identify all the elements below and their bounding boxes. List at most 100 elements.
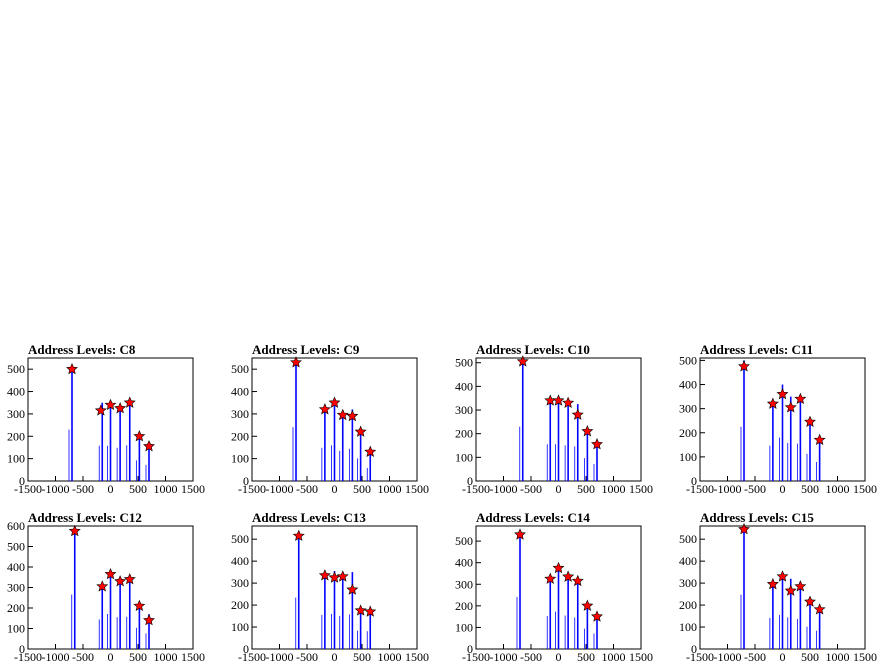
x-tick-label: 500 xyxy=(801,650,819,664)
x-tick-label: 1000 xyxy=(826,482,850,496)
peak-marker xyxy=(552,561,565,574)
peak-marker xyxy=(794,392,807,405)
x-tick-label: 500 xyxy=(353,482,371,496)
x-tick-label: -1500 xyxy=(238,650,266,664)
peak-marker xyxy=(336,570,349,582)
peak-marker xyxy=(143,440,155,452)
peak-marker xyxy=(104,398,117,411)
x-tick-label: 1000 xyxy=(378,650,402,664)
peak-marker xyxy=(94,404,107,416)
x-tick-label: 0 xyxy=(556,650,562,664)
peak-marker xyxy=(364,605,377,617)
x-tick-label: 1500 xyxy=(405,650,429,664)
y-tick-label: 400 xyxy=(7,385,25,399)
y-tick-label: 200 xyxy=(455,427,473,441)
x-tick-label: -1500 xyxy=(238,482,266,496)
peak-marker xyxy=(143,614,155,626)
peak-marker xyxy=(813,433,826,446)
x-tick-label: 0 xyxy=(332,482,338,496)
x-tick-label: -1500 xyxy=(14,650,42,664)
y-tick-label: 400 xyxy=(679,378,697,392)
peak-marker xyxy=(346,583,359,595)
panel-4: Address Levels: C11 0 100 200 300 400 500 -1500… xyxy=(679,342,877,496)
x-tick-label: -1500 xyxy=(686,482,714,496)
y-tick-label: 0 xyxy=(691,474,697,488)
y-tick-label: 300 xyxy=(7,581,25,595)
y-tick-label: 300 xyxy=(455,403,473,417)
x-tick-label: 1500 xyxy=(181,482,205,496)
peak-marker xyxy=(123,573,136,585)
y-tick-label: 400 xyxy=(231,385,249,399)
y-tick-label: 500 xyxy=(231,532,249,546)
x-tick-label: -500 xyxy=(520,650,542,664)
x-tick-label: -500 xyxy=(72,482,94,496)
peak-marker xyxy=(318,403,331,415)
x-tick-label: -1500 xyxy=(686,650,714,664)
peak-marker xyxy=(571,408,584,420)
x-tick-label: 0 xyxy=(332,650,338,664)
panel-6: Address Levels: C13 0 100 200 300 400 500 -1500… xyxy=(231,510,429,664)
peak-marker xyxy=(591,438,603,450)
panel-5: Address Levels: C12 0 100 200 300 400 500 600 -1… xyxy=(7,510,205,664)
x-tick-label: -1500 xyxy=(462,650,490,664)
peak-marker xyxy=(104,567,117,580)
y-tick-label: 500 xyxy=(7,362,25,376)
x-tick-label: -1000 xyxy=(490,482,518,496)
peak-marker xyxy=(776,570,789,582)
x-tick-label: 1500 xyxy=(629,650,653,664)
chart-title: Address Levels: C15 xyxy=(700,510,814,525)
y-tick-label: 500 xyxy=(679,353,697,367)
y-tick-label: 200 xyxy=(231,429,249,443)
y-tick-label: 300 xyxy=(231,407,249,421)
x-tick-label: 500 xyxy=(129,482,147,496)
chart-title: Address Levels: C8 xyxy=(28,342,136,357)
peak-marker xyxy=(738,360,750,372)
y-tick-label: 0 xyxy=(467,474,473,488)
y-tick-label: 100 xyxy=(7,622,25,636)
panel-2: Address Levels: C90100200300400500-1500-… xyxy=(231,342,429,496)
peak-marker xyxy=(114,575,127,587)
y-tick-label: 300 xyxy=(231,576,249,590)
y-tick-label: 300 xyxy=(679,402,697,416)
y-tick-label: 200 xyxy=(7,429,25,443)
panel-1: Address Levels: C80100200300400500-1500-… xyxy=(7,342,205,496)
y-tick-label: 0 xyxy=(19,474,25,488)
x-tick-label: -1000 xyxy=(714,650,742,664)
peak-marker xyxy=(766,577,779,590)
y-tick-label: 400 xyxy=(455,379,473,393)
x-tick-label: 0 xyxy=(108,650,114,664)
x-tick-label: -500 xyxy=(296,482,318,496)
x-tick-label: -1000 xyxy=(714,482,742,496)
y-tick-label: 200 xyxy=(679,426,697,440)
chart-title: Address Levels: C13 xyxy=(252,510,366,525)
y-tick-label: 100 xyxy=(455,450,473,464)
y-tick-label: 0 xyxy=(243,474,249,488)
peak-marker xyxy=(738,523,750,535)
chart-title: Address Levels: C9 xyxy=(252,342,360,357)
x-tick-label: 1500 xyxy=(181,650,205,664)
x-tick-label: 1500 xyxy=(405,482,429,496)
x-tick-label: -500 xyxy=(520,482,542,496)
peak-marker xyxy=(514,528,526,540)
peak-marker xyxy=(784,401,797,413)
x-tick-label: -1000 xyxy=(266,650,294,664)
y-tick-label: 600 xyxy=(7,519,25,533)
x-tick-label: 500 xyxy=(577,482,595,496)
y-tick-label: 500 xyxy=(231,362,249,376)
peak-marker xyxy=(562,396,575,409)
x-tick-label: 500 xyxy=(353,650,371,664)
x-tick-label: -500 xyxy=(744,650,766,664)
x-tick-label: -1000 xyxy=(42,650,70,664)
panel-3: Address Levels: C10 0 100 200 300 400 500 -1500… xyxy=(455,342,653,496)
panel-7: Address Levels: C14 0 100 200 300 400 500 -1500… xyxy=(455,510,653,664)
y-tick-label: 200 xyxy=(7,601,25,615)
peak-marker xyxy=(562,570,575,582)
x-tick-label: 1000 xyxy=(154,650,178,664)
peak-marker xyxy=(766,397,779,409)
x-tick-label: 0 xyxy=(780,650,786,664)
chart-title: Address Levels: C12 xyxy=(28,510,142,525)
y-tick-label: 400 xyxy=(455,556,473,570)
chart-title: Address Levels: C10 xyxy=(476,342,590,357)
x-tick-label: 1000 xyxy=(154,482,178,496)
x-tick-label: 1500 xyxy=(853,650,877,664)
